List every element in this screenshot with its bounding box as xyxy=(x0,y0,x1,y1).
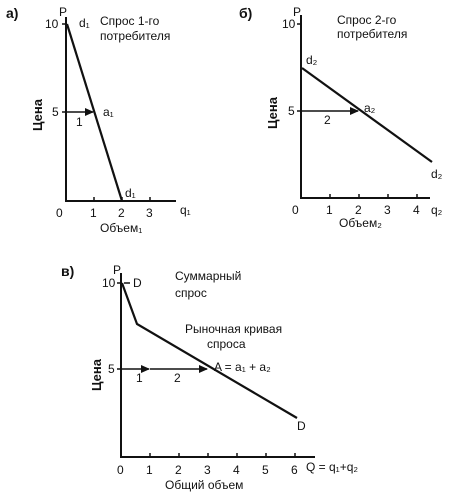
panel-c-top-label: D xyxy=(133,276,142,290)
panel-a-ytick-10: 10 xyxy=(45,17,59,31)
panel-c-market-demand-curve xyxy=(120,282,298,419)
panel-c-segment-label-1: 1 xyxy=(136,371,143,385)
panel-c-x-symbol: Q = q₁+q₂ xyxy=(306,460,358,474)
panel-c-x-ticks: 0 1 2 3 4 5 6 xyxy=(117,453,298,477)
panel-c-xtick-3: 3 xyxy=(204,463,211,477)
panel-c-y-ticks: 5 10 xyxy=(102,276,121,376)
panel-c-ylabel: Цена xyxy=(89,358,104,391)
panel-a-axes xyxy=(65,17,176,202)
panel-c-title-line-1: Суммарный xyxy=(175,269,241,283)
panel-b-top-label: d₂ xyxy=(306,53,318,67)
panel-a-ytick-5: 5 xyxy=(52,105,59,119)
panel-c-subtitle-line-2: спроса xyxy=(207,337,246,351)
panel-c-xtick-4: 4 xyxy=(233,463,240,477)
panel-b-segment-label-1: 2 xyxy=(324,113,331,127)
panel-a-x-symbol: q₁ xyxy=(180,203,191,217)
panel-a-xtick-0: 0 xyxy=(56,206,63,220)
panel-c-y-symbol: P xyxy=(113,263,121,277)
panel-a-y-ticks: 5 10 xyxy=(45,17,66,119)
panel-c-xtick-1: 1 xyxy=(146,463,153,477)
panel-b-y-symbol: P xyxy=(293,5,301,19)
panel-c-point-label: A = a₁ + a₂ xyxy=(214,360,271,374)
panel-c-xtick-2: 2 xyxy=(175,463,182,477)
panel-b-letter: б) xyxy=(239,5,252,21)
panel-b-bottom-label: d₂ xyxy=(431,167,443,181)
panel-b-ytick-5: 5 xyxy=(288,104,295,118)
panel-b: б) P Спрос 2-го потребителя 0 1 2 3 4 5 … xyxy=(239,5,443,230)
panel-c-ytick-10: 10 xyxy=(102,276,116,290)
panel-a-ylabel: Цена xyxy=(30,98,45,131)
panel-c-ytick-5: 5 xyxy=(108,362,115,376)
panel-c-xtick-0: 0 xyxy=(117,463,124,477)
panel-a-xtick-2: 2 xyxy=(118,206,125,220)
panel-b-ytick-10: 10 xyxy=(282,17,296,31)
panel-a-segment-label-1: 1 xyxy=(76,115,83,129)
panel-b-xtick-2: 2 xyxy=(355,203,362,217)
panel-c-xtick-5: 5 xyxy=(262,463,269,477)
panel-b-xtick-1: 1 xyxy=(326,203,333,217)
panel-b-demand-line xyxy=(301,67,433,163)
panel-c-xtick-6: 6 xyxy=(291,463,298,477)
panel-a-bottom-label: d₁ xyxy=(125,186,136,200)
panel-b-y-ticks: 5 10 xyxy=(282,17,301,118)
panel-a-point-label: a₁ xyxy=(103,105,114,119)
panel-a-title-line-1: Спрос 1-го xyxy=(100,14,160,28)
panel-b-title-line-1: Спрос 2-го xyxy=(337,13,397,27)
panel-b-xtick-0: 0 xyxy=(292,203,299,217)
panel-c: в) P Суммарный спрос Рыночная кривая спр… xyxy=(61,263,358,492)
panel-c-bottom-label: D xyxy=(297,419,306,433)
panel-b-xtick-3: 3 xyxy=(384,203,391,217)
panel-a-xtick-1: 1 xyxy=(90,206,97,220)
panel-b-ylabel: Цена xyxy=(265,96,280,129)
panel-a-letter: а) xyxy=(6,5,18,21)
panel-c-segment-label-2: 2 xyxy=(174,371,181,385)
panel-b-xlabel: Объем₂ xyxy=(339,216,382,230)
panel-a-demand-line xyxy=(65,23,124,202)
panel-b-xtick-4: 4 xyxy=(413,203,420,217)
panel-b-axes xyxy=(300,15,430,199)
panel-b-title-line-2: потребителя xyxy=(337,27,407,41)
panel-c-subtitle-line-1: Рыночная кривая xyxy=(185,322,282,336)
panel-a-top-label: d₁ xyxy=(79,16,90,30)
panel-a-xtick-3: 3 xyxy=(146,206,153,220)
panel-c-letter: в) xyxy=(61,263,74,279)
panel-a: а) P Спрос 1-го потребителя 0 1 2 3 5 10… xyxy=(6,5,191,235)
panel-c-xlabel: Общий объем xyxy=(165,478,243,492)
panel-b-x-symbol: q₂ xyxy=(431,203,443,217)
panel-b-x-ticks: 0 1 2 3 4 xyxy=(292,194,420,217)
panel-a-y-symbol: P xyxy=(59,5,67,19)
panel-c-axes xyxy=(120,273,315,458)
panel-a-xlabel: Объем₁ xyxy=(100,221,142,235)
panel-b-point-label: a₂ xyxy=(364,101,376,115)
panel-c-title-line-2: спрос xyxy=(175,286,207,300)
panel-a-title-line-2: потребителя xyxy=(100,29,170,43)
